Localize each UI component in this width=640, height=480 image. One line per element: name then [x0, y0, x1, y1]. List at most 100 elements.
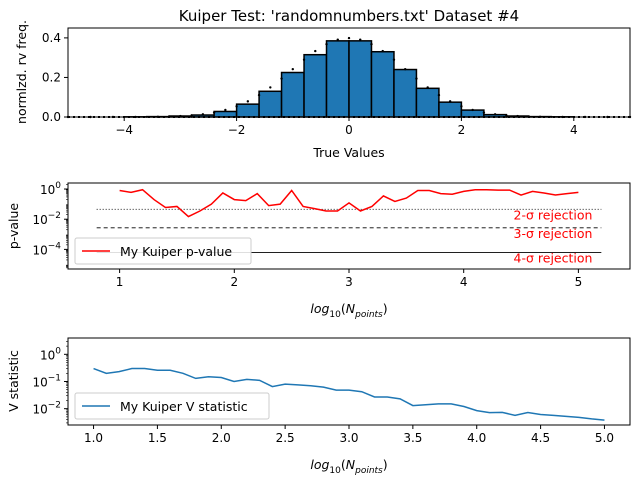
y-tick-label: 10−2 [32, 401, 61, 417]
legend: My Kuiper V statistic [74, 392, 270, 420]
x-tick-label: 2 [230, 275, 238, 289]
y-tick-label: 10−2 [32, 211, 61, 227]
reference-point [426, 86, 429, 89]
x-tick-label: 2.0 [212, 431, 231, 445]
histogram-bar [370, 50, 395, 118]
p-value-series [119, 188, 579, 218]
reference-point [415, 77, 418, 80]
v-statistic-line [93, 367, 605, 421]
y-tick-label: 0.2 [42, 70, 61, 84]
reference-point [257, 93, 261, 97]
p-value-axes-frame [67, 182, 631, 270]
reference-point [359, 38, 362, 41]
histogram-bar [235, 103, 260, 118]
x-tick-label: 4 [460, 275, 468, 289]
reference-point [246, 100, 250, 103]
x-tick-label: −2 [228, 123, 246, 137]
x-axis-ticks: 1.0 1.5 2.0 2.5 3.0 3.5 4.0 4.5 5.0 [84, 425, 614, 445]
x-tick-label: 2.5 [276, 431, 295, 445]
x-tick-label: 1.5 [148, 431, 167, 445]
reference-point [280, 77, 283, 80]
histogram-bar [280, 71, 305, 118]
chart-title: Kuiper Test: 'randomnumbers.txt' Dataset… [179, 7, 519, 25]
reference-point [347, 36, 351, 40]
reference-point [370, 42, 373, 46]
x-tick-label: 3.0 [339, 431, 358, 445]
x-axis-label: True Values [312, 145, 384, 160]
reference-point [471, 108, 474, 112]
x-tick-label: 5.0 [595, 431, 614, 445]
reference-point [493, 113, 497, 116]
reference-point [314, 49, 317, 53]
x-tick-label: 4.5 [531, 431, 550, 445]
reference-point [404, 67, 407, 71]
histogram-bar [258, 90, 283, 118]
reference-point [460, 105, 463, 108]
histogram-bar [303, 53, 328, 118]
reference-point [201, 113, 205, 116]
legend-label: My Kuiper p-value [120, 244, 232, 259]
histogram-axes-frame [67, 27, 631, 118]
legend: My Kuiper p-value [74, 237, 252, 265]
reference-point [235, 105, 238, 108]
x-axis-ticks: −4 −2 0 2 4 [115, 117, 578, 137]
reference-point [392, 58, 396, 61]
y-tick-label: 0.0 [42, 110, 61, 124]
x-tick-label: 0 [345, 123, 353, 137]
x-axis-label: log10(Npoints) [310, 457, 387, 476]
reference-point [336, 38, 339, 41]
reference-point [482, 111, 486, 114]
x-tick-label: 1.0 [84, 431, 103, 445]
y-tick-label: 100 [40, 181, 61, 197]
legend-box [74, 392, 270, 420]
y-axis-label: V statistic [6, 350, 21, 412]
reference-point [302, 58, 306, 61]
histogram-bar [393, 68, 418, 118]
reference-point [381, 49, 384, 53]
x-tick-label: 2 [458, 123, 466, 137]
y-tick-label: 10−4 [32, 241, 61, 257]
x-tick-label: 4.0 [467, 431, 486, 445]
y-axis-ticks: 100 10−2 10−4 [32, 181, 68, 269]
histogram-bar [325, 40, 350, 118]
v-statistic-series [93, 367, 605, 421]
reference-point [224, 108, 227, 112]
x-tick-label: 4 [570, 123, 578, 137]
legend-box [74, 237, 252, 265]
y-axis-label: normlzd. rv freq. [14, 20, 29, 124]
reference-point [448, 100, 452, 103]
x-tick-label: −4 [115, 123, 133, 137]
histogram-bar [438, 101, 463, 118]
threshold-label: 2-σ rejection [514, 207, 593, 222]
reference-point [190, 114, 193, 117]
histogram-bars [123, 40, 575, 118]
threshold-label: 3-σ rejection [514, 226, 593, 241]
x-tick-label: 3 [345, 275, 353, 289]
legend-label: My Kuiper V statistic [120, 399, 248, 414]
p-value-panel: 100 10−2 10−4 1 2 3 4 5 2-σ rejection 3-σ rejec… [6, 181, 631, 320]
reference-point [505, 114, 508, 117]
x-axis-label: log10(Npoints) [310, 301, 387, 320]
x-tick-label: 1 [116, 275, 124, 289]
x-tick-label: 3.5 [403, 431, 422, 445]
y-axis-ticks: 0.0 0.2 0.4 [42, 31, 68, 124]
reference-point [291, 67, 294, 71]
threshold-labels: 2-σ rejection 3-σ rejection 4-σ rejection [514, 207, 593, 265]
p-value-line [119, 188, 579, 218]
y-tick-label: 100 [40, 346, 61, 362]
reference-point [437, 93, 441, 97]
histogram-panel: Kuiper Test: 'randomnumbers.txt' Dataset… [14, 7, 632, 160]
v-statistic-axes-frame [67, 337, 631, 426]
histogram-bar [415, 87, 440, 118]
y-axis-label: p-value [6, 203, 21, 250]
y-tick-label: 0.4 [42, 31, 61, 45]
y-tick-label: 10−1 [32, 374, 61, 390]
threshold-label: 4-σ rejection [514, 250, 593, 265]
reference-point [325, 42, 328, 46]
x-tick-label: 5 [575, 275, 583, 289]
reference-point [269, 86, 272, 89]
histogram-bar [348, 40, 373, 118]
reference-point [212, 111, 216, 114]
